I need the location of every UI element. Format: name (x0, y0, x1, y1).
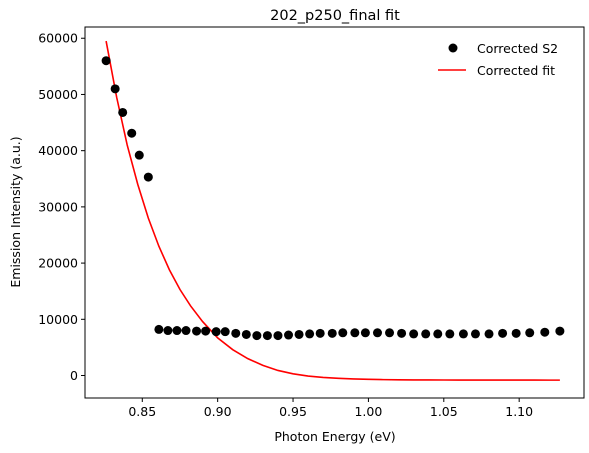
x-tick-label: 1.10 (505, 404, 533, 419)
legend-label-corrected-fit: Corrected fit (477, 63, 555, 78)
data-point-corrected-s2 (511, 328, 521, 338)
series-line-corrected-fit (105, 40, 560, 381)
y-tick-label: 40000 (38, 143, 78, 158)
legend: Corrected S2 Corrected fit (438, 41, 558, 78)
plot-frame (84, 26, 585, 399)
data-point-corrected-s2 (315, 328, 325, 338)
data-point-corrected-s2 (327, 328, 337, 338)
data-point-corrected-s2 (484, 329, 494, 339)
x-tick-label: 1.05 (430, 404, 458, 419)
y-tick-label: 10000 (38, 312, 78, 327)
x-tick-label: 0.95 (279, 404, 307, 419)
data-point-corrected-s2 (540, 327, 550, 337)
data-point-corrected-s2 (385, 328, 395, 338)
x-tick-label: 0.85 (128, 404, 156, 419)
data-point-corrected-s2 (101, 56, 111, 66)
data-point-corrected-s2 (201, 326, 211, 336)
data-point-corrected-s2 (211, 327, 221, 337)
data-point-corrected-s2 (192, 326, 202, 336)
points-layer (101, 56, 565, 341)
data-point-corrected-s2 (273, 331, 283, 341)
x-tick-label: 1.00 (354, 404, 382, 419)
data-point-corrected-s2 (458, 329, 468, 339)
data-point-corrected-s2 (154, 324, 164, 334)
x-axis-label: Photon Energy (eV) (274, 429, 395, 444)
data-point-corrected-s2 (231, 328, 241, 338)
data-point-corrected-s2 (498, 328, 508, 338)
data-point-corrected-s2 (241, 329, 251, 339)
data-point-corrected-s2 (409, 329, 419, 339)
data-point-corrected-s2 (555, 326, 565, 336)
data-point-corrected-s2 (433, 329, 443, 339)
data-point-corrected-s2 (284, 330, 294, 340)
data-point-corrected-s2 (372, 328, 382, 338)
data-point-corrected-s2 (397, 328, 407, 338)
y-tick-label: 30000 (38, 199, 78, 214)
data-point-corrected-s2 (338, 328, 348, 338)
plot-area (101, 40, 565, 381)
data-point-corrected-s2 (350, 328, 360, 338)
y-tick-label: 20000 (38, 256, 78, 271)
data-point-corrected-s2 (220, 327, 230, 337)
y-tick-label: 60000 (38, 31, 78, 46)
data-point-corrected-s2 (305, 329, 315, 339)
data-point-corrected-s2 (163, 326, 173, 336)
data-point-corrected-s2 (294, 329, 304, 339)
data-point-corrected-s2 (360, 328, 370, 338)
data-point-corrected-s2 (118, 107, 128, 117)
data-point-corrected-s2 (262, 331, 272, 341)
y-axis-label: Emission Intensity (a.u.) (8, 136, 23, 287)
y-tick-label: 50000 (38, 87, 78, 102)
y-tick-label: 0 (70, 368, 78, 383)
data-point-corrected-s2 (134, 150, 144, 160)
data-point-corrected-s2 (143, 172, 153, 182)
fit-layer (105, 40, 560, 381)
data-point-corrected-s2 (445, 329, 455, 339)
x-axis: 0.85 0.90 0.95 1.00 1.05 1.10 (128, 398, 533, 419)
data-point-corrected-s2 (127, 128, 137, 138)
x-tick-label: 0.90 (204, 404, 232, 419)
data-point-corrected-s2 (470, 329, 480, 339)
data-point-corrected-s2 (525, 328, 535, 338)
y-axis: 0 10000 20000 30000 40000 50000 60000 (38, 31, 85, 383)
legend-marker-corrected-s2 (448, 43, 458, 53)
data-point-corrected-s2 (252, 331, 262, 341)
data-point-corrected-s2 (172, 326, 182, 336)
data-point-corrected-s2 (421, 329, 431, 339)
data-point-corrected-s2 (181, 326, 191, 336)
legend-label-corrected-s2: Corrected S2 (477, 41, 558, 56)
chart-title: 202_p250_final fit (270, 8, 400, 24)
data-point-corrected-s2 (110, 84, 120, 94)
